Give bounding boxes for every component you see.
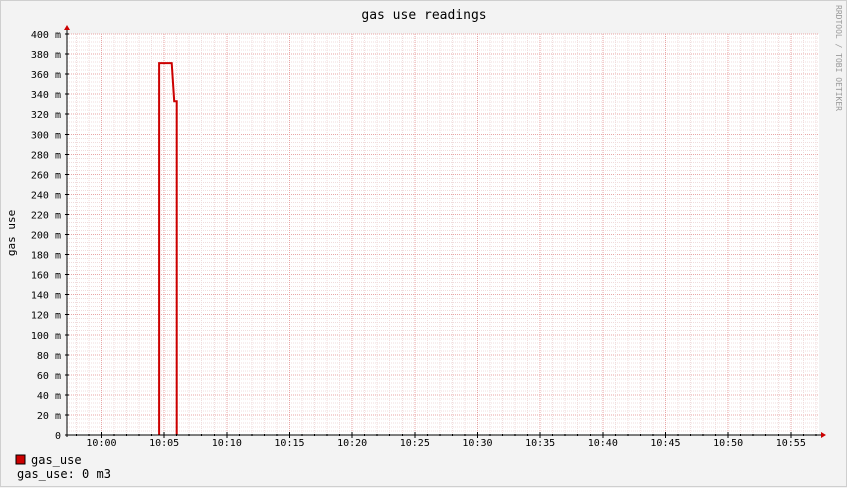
y-tick-label: 0 <box>55 431 61 442</box>
y-tick-label: 120 m <box>31 311 61 322</box>
x-tick-label: 10:30 <box>462 438 492 449</box>
y-tick-label: 100 m <box>31 331 61 342</box>
x-tick-label: 10:10 <box>212 438 242 449</box>
y-tick-label: 20 m <box>37 411 61 422</box>
y-tick-label: 280 m <box>31 150 61 161</box>
y-tick-label: 200 m <box>31 231 61 242</box>
x-tick-label: 10:05 <box>149 438 179 449</box>
x-tick-label: 10:20 <box>337 438 367 449</box>
y-tick-label: 60 m <box>37 371 61 382</box>
y-tick-label: 220 m <box>31 210 61 221</box>
y-tick-labels: 0 20 m 40 m 60 m 80 m 100 m 120 m 140 m 160 m 180… <box>31 30 61 442</box>
x-tick-label: 10:45 <box>650 438 680 449</box>
y-axis-arrow-icon <box>64 25 70 30</box>
x-axis-arrow-icon <box>821 432 826 438</box>
x-tick-label: 10:40 <box>588 438 618 449</box>
axis-layer <box>64 25 826 438</box>
y-tick-label: 160 m <box>31 271 61 282</box>
y-tick-label: 80 m <box>37 351 61 362</box>
y-tick-label: 180 m <box>31 251 61 262</box>
y-tick-label: 140 m <box>31 291 61 302</box>
y-tick-label: 360 m <box>31 70 61 81</box>
legend-label-gas-use: gas_use <box>31 453 82 467</box>
x-tick-label: 10:55 <box>776 438 806 449</box>
x-tick-label: 10:15 <box>274 438 304 449</box>
y-tick-label: 260 m <box>31 170 61 181</box>
x-tick-label: 10:50 <box>713 438 743 449</box>
y-axis-label: gas use <box>5 210 18 256</box>
y-tick-label: 320 m <box>31 110 61 121</box>
y-tick-label: 240 m <box>31 190 61 201</box>
x-tick-label: 10:00 <box>86 438 116 449</box>
x-tick-label: 10:25 <box>400 438 430 449</box>
x-tick-label: 10:35 <box>525 438 555 449</box>
legend-swatch-gas-use <box>15 454 26 465</box>
y-tick-label: 400 m <box>31 30 61 41</box>
x-tick-labels: 10:00 10:05 10:10 10:15 10:20 10:25 10:30 10:35… <box>86 438 805 449</box>
legend: gas_use gas_use: 0 m3 <box>15 453 111 481</box>
series-line-gas-use <box>158 62 178 435</box>
legend-summary: gas_use: 0 m3 <box>17 467 111 481</box>
y-tick-label: 300 m <box>31 130 61 141</box>
chart-title: gas use readings <box>361 8 486 23</box>
grid-layer <box>67 33 819 436</box>
y-tick-label: 340 m <box>31 90 61 101</box>
y-tick-label: 380 m <box>31 50 61 61</box>
watermark-text: RRDTOOL / TOBI OETIKER <box>834 5 843 111</box>
series-layer <box>158 62 178 435</box>
y-tick-label: 40 m <box>37 391 61 402</box>
